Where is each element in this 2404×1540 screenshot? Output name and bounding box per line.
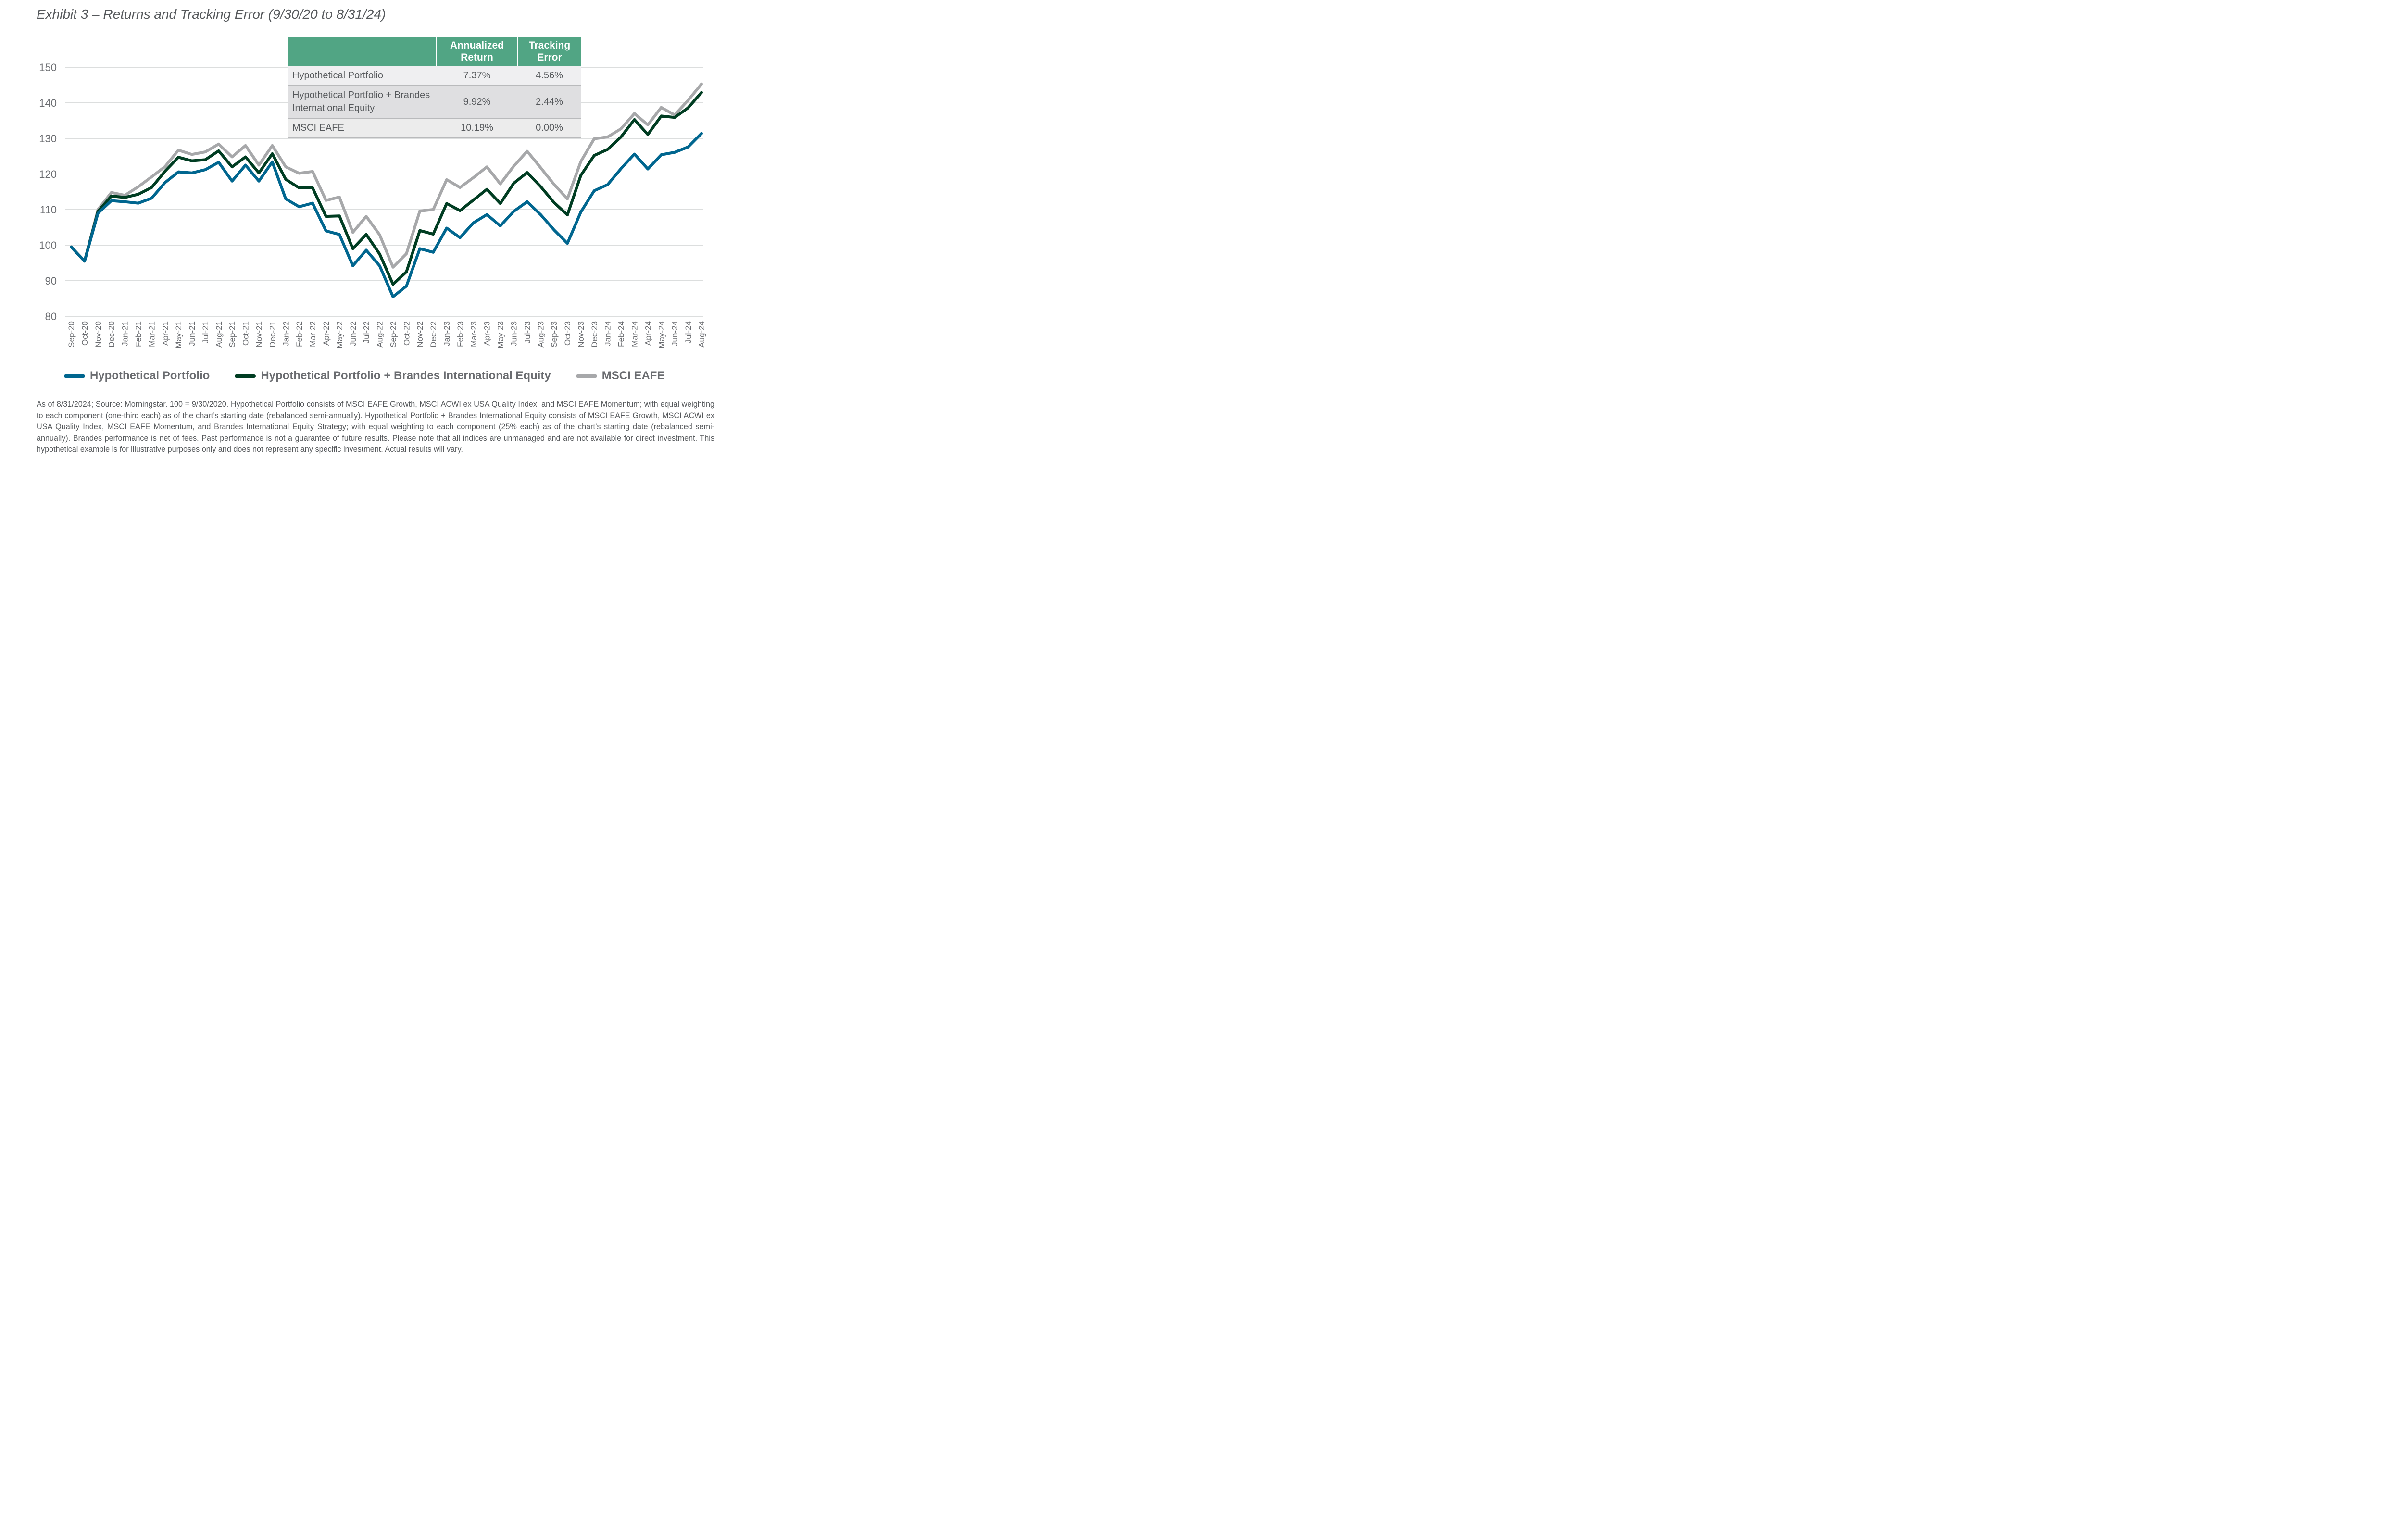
x-tick-label: Oct-20	[80, 321, 89, 346]
table-header-row: Annualized Return Tracking Error	[288, 37, 581, 66]
x-tick-label: Oct-22	[402, 321, 411, 346]
x-tick-label: Apr-24	[643, 321, 652, 346]
footnote: As of 8/31/2024; Source: Morningstar. 10…	[37, 400, 714, 454]
x-tick-label: May-23	[496, 321, 505, 348]
y-tick-label: 90	[45, 275, 57, 287]
x-tick-label: Mar-22	[308, 321, 317, 347]
x-tick-label: Dec-23	[590, 321, 599, 348]
x-tick-label: Nov-21	[255, 321, 264, 348]
x-tick-label: May-24	[657, 321, 666, 348]
x-tick-label: Jul-21	[201, 321, 210, 343]
x-tick-label: May-21	[174, 321, 183, 348]
x-tick-label: Sep-23	[550, 321, 559, 348]
x-tick-label: Jul-23	[523, 321, 532, 343]
legend-swatch	[576, 374, 597, 378]
row-name: Hypothetical Portfolio	[288, 66, 436, 86]
x-tick-label: Sep-21	[228, 321, 237, 348]
series-line-hypothetical-portfolio-brandes-international-equity	[70, 91, 703, 286]
y-tick-label: 140	[39, 97, 57, 109]
x-tick-label: Jun-21	[188, 321, 197, 346]
legend-swatch	[64, 374, 85, 378]
x-tick-label: Sep-20	[67, 321, 76, 348]
x-tick-label: Jun-22	[349, 321, 358, 346]
x-tick-label: Nov-22	[415, 321, 425, 348]
x-tick-label: Jul-24	[684, 321, 693, 343]
x-tick-label: Jun-24	[670, 321, 679, 346]
x-tick-label: Feb-23	[456, 321, 465, 347]
y-axis-ticks: 80 90 100 110 120 130 140 150	[39, 62, 57, 323]
x-tick-label: Jan-23	[442, 321, 451, 346]
x-tick-label: Dec-20	[107, 321, 116, 348]
x-tick-label: Nov-23	[576, 321, 586, 348]
y-tick-label: 120	[39, 168, 57, 180]
x-tick-label: Jun-23	[509, 321, 518, 346]
legend-item-portfolio-plus-brandes: Hypothetical Portfolio + Brandes Interna…	[235, 369, 551, 383]
x-tick-label: Apr-21	[161, 321, 170, 346]
row-name: MSCI EAFE	[288, 118, 436, 138]
x-tick-label: Jan-22	[281, 321, 290, 346]
x-tick-label: Oct-23	[563, 321, 572, 346]
annualized-return-value: 9.92%	[436, 86, 518, 119]
legend-label: Hypothetical Portfolio + Brandes Interna…	[261, 369, 551, 382]
x-tick-label: Feb-22	[295, 321, 304, 347]
legend-label: MSCI EAFE	[601, 369, 665, 382]
annualized-return-value: 10.19%	[436, 118, 518, 138]
x-tick-label: Apr-23	[483, 321, 492, 346]
tracking-error-value: 2.44%	[518, 86, 581, 119]
table-row: Hypothetical Portfolio + Brandes Interna…	[288, 86, 581, 119]
legend-item-msci-eafe: MSCI EAFE	[576, 369, 665, 383]
series-line-msci-eafe	[70, 82, 703, 269]
y-tick-label: 100	[39, 239, 57, 251]
row-name: Hypothetical Portfolio + Brandes Interna…	[288, 86, 436, 119]
series-lines	[70, 82, 703, 298]
x-tick-label: Aug-23	[536, 321, 545, 348]
table-header-blank	[288, 37, 436, 66]
y-tick-label: 130	[39, 133, 57, 145]
x-tick-label: Feb-21	[134, 321, 143, 347]
chart-title: Exhibit 3 – Returns and Tracking Error (…	[37, 7, 386, 22]
table-header-annualized-return: Annualized Return	[436, 37, 518, 66]
x-tick-label: Aug-21	[214, 321, 224, 348]
x-tick-label: Aug-22	[376, 321, 385, 348]
returns-table: Annualized Return Tracking Error Hypothe…	[288, 37, 581, 138]
tracking-error-value: 0.00%	[518, 118, 581, 138]
x-axis-ticks: Sep-20 Oct-20 Nov-20 Dec-20 Jan-21 Feb-21 Mar-…	[67, 321, 706, 348]
table-header-tracking-error: Tracking Error	[517, 37, 581, 66]
x-tick-label: May-22	[335, 321, 344, 348]
y-tick-label: 80	[45, 310, 57, 323]
x-tick-label: Mar-21	[147, 321, 156, 347]
line-chart: 80 90 100 110 120 130 140 150 Sep-20 Oct-20 Nov-2…	[39, 62, 706, 348]
x-tick-label: Mar-23	[469, 321, 478, 347]
table-row: Hypothetical Portfolio 7.37% 4.56%	[288, 66, 581, 86]
x-tick-label: Jul-22	[362, 321, 371, 343]
chart-legend: Hypothetical Portfolio Hypothetical Port…	[64, 369, 689, 383]
x-tick-label: Aug-24	[697, 321, 706, 348]
table-row: MSCI EAFE 10.19% 0.00%	[288, 118, 581, 138]
annualized-return-value: 7.37%	[436, 66, 518, 86]
x-tick-label: Jan-24	[603, 321, 613, 346]
tracking-error-value: 4.56%	[518, 66, 581, 86]
x-tick-label: Feb-24	[617, 321, 626, 347]
x-tick-label: Nov-20	[94, 321, 103, 348]
x-tick-label: Mar-24	[630, 321, 639, 347]
legend-item-hypothetical-portfolio: Hypothetical Portfolio	[64, 369, 210, 383]
y-tick-label: 150	[39, 62, 57, 74]
x-tick-label: Sep-22	[388, 321, 398, 348]
legend-label: Hypothetical Portfolio	[90, 369, 210, 382]
x-tick-label: Jan-21	[121, 321, 130, 346]
series-line-hypothetical-portfolio	[70, 132, 703, 298]
x-tick-label: Apr-22	[322, 321, 331, 346]
legend-swatch	[235, 374, 256, 378]
x-tick-label: Dec-22	[429, 321, 438, 348]
y-tick-label: 110	[40, 204, 57, 216]
x-tick-label: Oct-21	[241, 321, 250, 346]
x-tick-label: Dec-21	[268, 321, 277, 348]
